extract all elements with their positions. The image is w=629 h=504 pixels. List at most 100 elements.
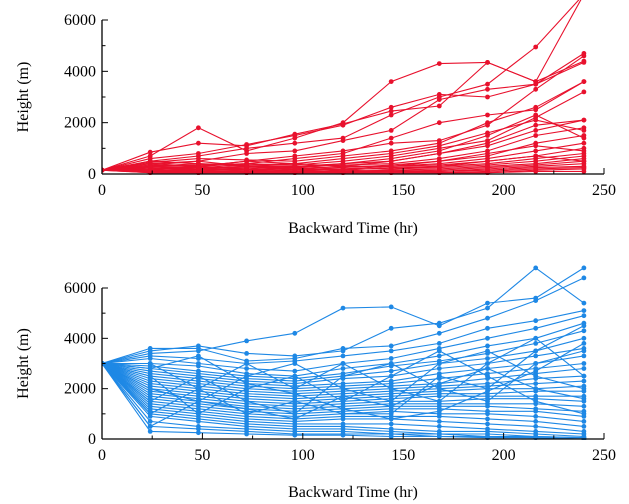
- data-point: [292, 153, 298, 159]
- data-point: [485, 315, 490, 321]
- data-point: [340, 353, 346, 359]
- data-point: [340, 393, 346, 399]
- data-point: [340, 411, 346, 417]
- data-point: [485, 60, 490, 65]
- data-point: [581, 169, 587, 174]
- data-point: [533, 127, 539, 133]
- y-tick-label: 4000: [64, 63, 96, 80]
- data-point: [436, 320, 442, 326]
- data-point: [581, 386, 587, 392]
- data-point: [388, 151, 394, 156]
- y-tick-label: 4000: [64, 330, 96, 347]
- data-point: [292, 373, 298, 379]
- data-point: [196, 398, 201, 404]
- data-point: [388, 361, 394, 366]
- data-point: [436, 163, 442, 169]
- data-point: [485, 325, 490, 331]
- data-point: [147, 366, 153, 371]
- data-point: [533, 368, 539, 374]
- data-point: [581, 313, 587, 319]
- data-point: [581, 158, 587, 164]
- data-point: [292, 368, 298, 374]
- data-point: [436, 120, 442, 126]
- data-point: [196, 346, 201, 351]
- data-point: [436, 330, 442, 336]
- data-point: [485, 300, 490, 306]
- data-point: [485, 112, 490, 118]
- data-point: [533, 169, 539, 174]
- data-point: [340, 305, 346, 311]
- data-point: [436, 381, 442, 386]
- data-point: [436, 386, 442, 392]
- data-point: [244, 373, 250, 379]
- data-point: [196, 161, 201, 167]
- data-point: [196, 353, 201, 359]
- x-tick-label: 250: [592, 182, 616, 199]
- data-point: [581, 335, 587, 341]
- x-tick-label: 0: [98, 447, 106, 464]
- y-axis-label-bottom: Height (m): [15, 328, 32, 399]
- data-point: [581, 328, 587, 334]
- data-point: [388, 127, 394, 133]
- data-point: [581, 117, 587, 123]
- data-point: [388, 135, 394, 141]
- data-point: [533, 104, 539, 110]
- data-point: [147, 169, 153, 174]
- data-point: [147, 429, 153, 434]
- data-point: [196, 419, 201, 424]
- y-tick-label: 0: [88, 166, 96, 183]
- x-tick-label: 50: [194, 447, 210, 464]
- series-line: [102, 0, 580, 171]
- data-point: [244, 361, 250, 366]
- data-point: [436, 103, 442, 109]
- y-tick-label: 2000: [64, 381, 96, 398]
- data-point: [581, 275, 587, 281]
- data-point: [533, 353, 539, 359]
- data-point: [533, 133, 539, 138]
- data-point: [340, 166, 346, 172]
- data-point: [485, 356, 490, 361]
- data-point: [147, 163, 153, 169]
- data-point: [533, 112, 539, 118]
- series-3: [102, 308, 587, 366]
- data-point: [581, 300, 587, 306]
- data-point: [581, 411, 587, 417]
- data-point: [485, 140, 490, 146]
- data-point: [581, 265, 587, 271]
- data-point: [196, 426, 201, 432]
- data-point: [533, 325, 539, 331]
- data-point: [292, 165, 298, 171]
- data-point: [581, 148, 587, 154]
- data-point: [147, 149, 153, 155]
- data-point: [436, 414, 442, 419]
- x-tick-label: 150: [391, 447, 415, 464]
- data-point: [485, 421, 490, 427]
- data-point: [533, 335, 539, 341]
- x-axis-label-top: Backward Time (hr): [288, 220, 418, 237]
- data-point: [581, 135, 587, 141]
- x-tick-label: 100: [291, 447, 315, 464]
- data-point: [292, 391, 298, 397]
- data-point: [196, 411, 201, 417]
- data-point: [485, 411, 490, 417]
- data-point: [581, 348, 587, 354]
- series-line: [102, 0, 582, 171]
- data-point: [533, 414, 539, 419]
- data-point: [436, 393, 442, 399]
- data-point: [388, 104, 394, 110]
- x-tick-label: 100: [291, 182, 315, 199]
- series-1: [102, 265, 587, 366]
- data-point: [533, 44, 539, 50]
- data-point: [581, 308, 587, 313]
- data-point: [388, 368, 394, 374]
- data-point: [533, 86, 539, 92]
- data-point: [533, 341, 539, 346]
- data-point: [340, 122, 346, 128]
- data-point: [533, 143, 539, 149]
- data-point: [340, 361, 346, 366]
- data-point: [581, 366, 587, 371]
- y-tick-label: 0: [88, 431, 96, 448]
- data-point: [436, 373, 442, 379]
- data-point: [533, 122, 539, 128]
- data-point: [388, 356, 394, 361]
